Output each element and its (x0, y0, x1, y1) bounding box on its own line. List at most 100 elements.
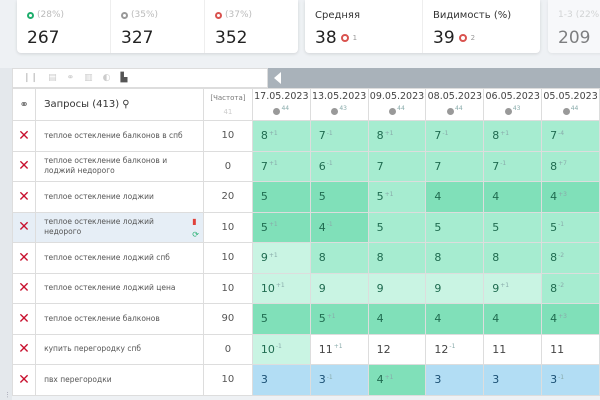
trash-icon[interactable]: ▮ (192, 216, 197, 226)
date-column-header[interactable]: 08.05.2023 44 (425, 88, 485, 121)
query-cell[interactable]: теплое остекление балконов и лоджий недо… (35, 150, 204, 182)
position-cell[interactable]: 6-1 (309, 150, 369, 182)
position-cell[interactable]: 5+1 (309, 303, 369, 335)
copy-icon[interactable]: ▤ (48, 73, 57, 83)
search-icon[interactable]: ⚲ (122, 98, 130, 110)
position-cell[interactable]: 9 (309, 272, 369, 304)
position-delta: -1 (326, 373, 333, 381)
position-cell[interactable]: 5 (251, 303, 311, 335)
remove-icon[interactable]: ✕ (11, 120, 37, 152)
position-cell[interactable]: 3 (483, 364, 543, 396)
position-cell[interactable]: 4+3 (541, 181, 600, 213)
doc-icon[interactable]: ▥ (84, 73, 93, 83)
position-cell[interactable]: 5+1 (251, 211, 311, 243)
position-cell[interactable]: 4 (425, 181, 485, 213)
position-cell[interactable]: 5 (425, 211, 485, 243)
position-cell[interactable]: 5 (367, 211, 427, 243)
query-cell[interactable]: теплое остекление лоджий недорого ▮ ⟳ (35, 211, 204, 243)
position-cell[interactable]: 8-2 (541, 242, 600, 274)
position-cell[interactable]: 5+1 (367, 181, 427, 213)
query-cell[interactable]: купить перегородку спб (35, 333, 204, 365)
position-cell[interactable]: 10+1 (251, 272, 311, 304)
position-cell[interactable]: 3 (251, 364, 311, 396)
scroll-left-icon[interactable] (274, 72, 281, 84)
position-cell[interactable]: 4 (483, 181, 543, 213)
horizontal-scrollbar[interactable] (268, 68, 600, 88)
folder-icon[interactable]: ▙ (120, 73, 128, 83)
query-cell[interactable]: теплое остекление лоджии (35, 181, 204, 213)
query-cell[interactable]: теплое остекление балконов в спб (35, 120, 204, 152)
position-cell[interactable]: 7 (425, 150, 485, 182)
freq-header[interactable]: [Частота] 41 (202, 88, 253, 121)
remove-icon[interactable]: ✕ (11, 272, 37, 304)
position-cell[interactable]: 8 (425, 242, 485, 274)
remove-icon[interactable]: ✕ (11, 303, 37, 335)
position-cell[interactable]: 9 (425, 272, 485, 304)
position-cell[interactable]: 4 (425, 303, 485, 335)
position-cell[interactable]: 4 (483, 303, 543, 335)
query-cell[interactable]: теплое остекление лоджий цена (35, 272, 204, 304)
position-cell[interactable]: 9 (367, 272, 427, 304)
position-cell[interactable]: 8+1 (251, 120, 311, 152)
query-cell[interactable]: теплое остекление лоджий спб (35, 242, 204, 274)
position-cell[interactable]: 4-1 (309, 211, 369, 243)
contrast-icon[interactable]: ◐ (102, 73, 111, 83)
date-column-header[interactable]: 17.05.2023 44 (251, 88, 311, 121)
remove-icon[interactable]: ✕ (11, 150, 37, 182)
position-cell[interactable]: 11 (483, 333, 543, 365)
position-cell[interactable]: 4 (367, 303, 427, 335)
remove-icon[interactable]: ✕ (11, 242, 37, 274)
date-column-header[interactable]: 13.05.2023 43 (309, 88, 369, 121)
link-icon[interactable]: ⚭ (66, 73, 75, 83)
remove-icon[interactable]: ✕ (11, 364, 37, 396)
position-cell[interactable]: 7-1 (309, 120, 369, 152)
position-delta: +1 (384, 190, 394, 198)
position-cell[interactable]: 8-2 (541, 272, 600, 304)
position-delta: +1 (333, 343, 343, 351)
refresh-icon[interactable]: ⟳ (192, 229, 199, 239)
position-delta: +3 (558, 312, 567, 320)
position-cell[interactable]: 4+3 (541, 303, 600, 335)
position-cell[interactable]: 5 (483, 211, 543, 243)
position-cell[interactable]: 8 (309, 242, 369, 274)
query-cell[interactable]: теплое остекление балконов (35, 303, 204, 335)
position-cell[interactable]: 9+1 (251, 242, 311, 274)
position-cell[interactable]: 5-1 (541, 211, 600, 243)
position-cell[interactable]: 4+1 (367, 364, 427, 396)
position-cell[interactable]: 12 (367, 333, 427, 365)
position-cell[interactable]: 7-4 (541, 120, 600, 152)
position-cell[interactable]: 7-1 (425, 120, 485, 152)
remove-icon[interactable]: ✕ (11, 181, 37, 213)
position-cell[interactable]: 3-1 (541, 364, 600, 396)
link-icon[interactable]: ⚭ (11, 88, 37, 121)
position-cell[interactable]: 8+1 (367, 120, 427, 152)
query-header[interactable]: Запросы (413) ⚲ (35, 88, 204, 121)
position-cell[interactable]: 8+7 (541, 150, 600, 182)
date-column-header[interactable]: 09.05.2023 44 (367, 88, 427, 121)
position-cell[interactable]: 3 (425, 364, 485, 396)
position-cell[interactable]: 11 (541, 333, 600, 365)
position-cell[interactable]: 12-1 (425, 333, 485, 365)
position-cell[interactable]: 3-1 (309, 364, 369, 396)
remove-icon[interactable]: ✕ (11, 333, 37, 365)
position-cell[interactable]: 5 (251, 181, 311, 213)
position-cell[interactable]: 8 (367, 242, 427, 274)
position-cell[interactable]: 8 (483, 242, 543, 274)
position-cell[interactable]: 10-1 (251, 333, 311, 365)
position-cell[interactable]: 7+1 (251, 150, 311, 182)
pause-icon[interactable]: ❙❙ (23, 73, 39, 83)
position-value: 7 (376, 159, 384, 173)
position-value: 9 (260, 251, 268, 265)
position-cell[interactable]: 8+1 (483, 120, 543, 152)
position-cell[interactable]: 9+1 (483, 272, 543, 304)
remove-icon[interactable]: ✕ (11, 211, 37, 243)
position-delta: -1 (442, 129, 449, 137)
query-cell[interactable]: пвх перегородки (35, 364, 204, 396)
position-cell[interactable]: 7 (367, 150, 427, 182)
date-column-header[interactable]: 06.05.2023 43 (483, 88, 543, 121)
date-column-header[interactable]: 05.05.2023 44 (541, 88, 600, 121)
position-cell[interactable]: 7-1 (483, 150, 543, 182)
position-cell[interactable]: 11+1 (309, 333, 369, 365)
position-value: 10 (260, 342, 275, 356)
position-cell[interactable]: 5 (309, 181, 369, 213)
